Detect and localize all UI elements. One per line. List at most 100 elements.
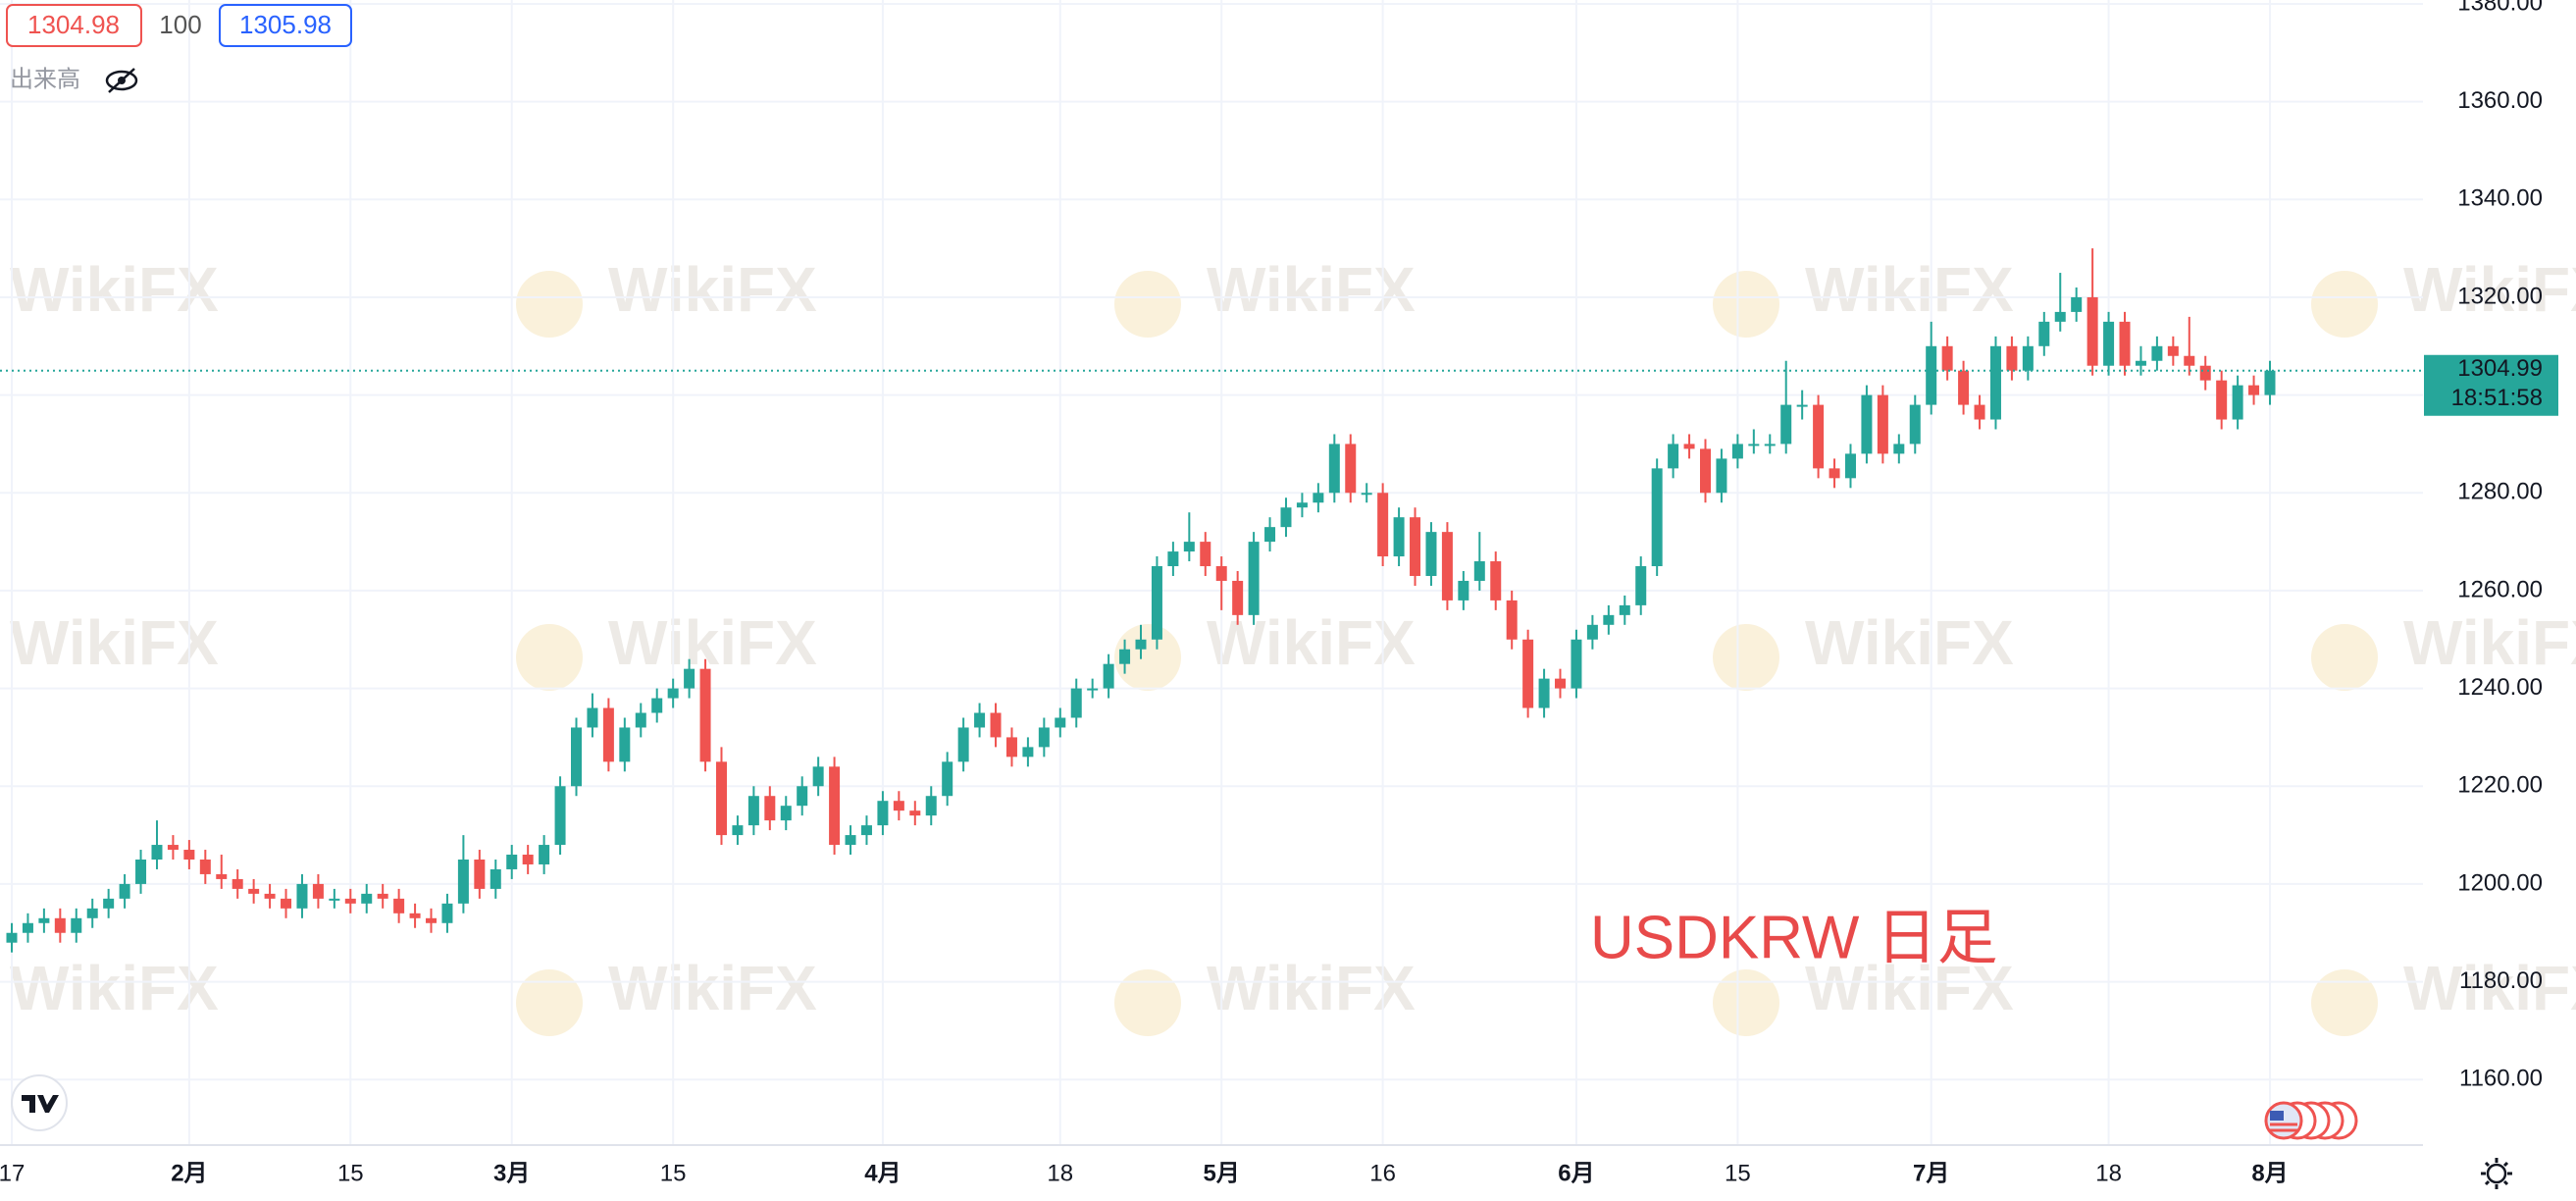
spread: 100 <box>159 10 201 39</box>
candles <box>6 248 2276 953</box>
settings-icon[interactable] <box>2481 1158 2512 1189</box>
y-tick-label: 1280.00 <box>2457 479 2543 505</box>
candle-body <box>909 810 921 816</box>
candle-body <box>232 878 243 889</box>
candle-body <box>199 859 211 874</box>
candle-body <box>2248 385 2260 395</box>
x-tick-label: 16 <box>1369 1160 1396 1186</box>
x-tick-label: 18 <box>1047 1160 1073 1186</box>
candle-body <box>571 727 582 787</box>
candle-body <box>1313 493 1324 503</box>
y-tick-label: 1220.00 <box>2457 772 2543 799</box>
candle-body <box>1700 448 1711 494</box>
candle-body <box>1328 444 1340 494</box>
candle-body <box>1941 345 1953 371</box>
candle-body <box>1441 532 1453 600</box>
candle-body <box>2216 380 2228 420</box>
candle-body <box>1183 542 1195 552</box>
candle-body <box>699 668 711 762</box>
candle-body <box>957 727 969 762</box>
candle-body <box>990 712 1002 738</box>
candle-body <box>732 825 744 836</box>
candle-body <box>2135 360 2146 366</box>
bid-box[interactable] <box>6 4 142 47</box>
x-tick-label: 17 <box>0 1160 25 1186</box>
candle-body <box>312 883 324 899</box>
watermark: WikiFX <box>1805 607 2014 678</box>
candle-body <box>1119 649 1131 664</box>
watermark-logo <box>516 624 583 691</box>
candle-body <box>377 893 388 899</box>
watermark-logo <box>516 271 583 338</box>
watermark-logo <box>2311 624 2378 691</box>
candle-body <box>103 898 115 909</box>
candle-body <box>1716 458 1727 494</box>
candle-body <box>1103 663 1114 689</box>
countdown: 18:51:58 <box>2451 385 2543 411</box>
watermark-logo <box>1713 271 1779 338</box>
candle-body <box>296 883 308 909</box>
y-tick-label: 1320.00 <box>2457 283 2543 309</box>
candle-body <box>1829 468 1840 479</box>
candle-body <box>780 806 792 821</box>
candle-body <box>489 868 501 889</box>
watermark: WikiFX <box>1805 254 2014 325</box>
candle-body <box>715 761 727 836</box>
candle-body <box>38 917 50 923</box>
candle-body <box>1167 551 1179 567</box>
candle-body <box>1909 404 1921 444</box>
x-tick-label: 7月 <box>1913 1160 1949 1186</box>
candle-body <box>2151 345 2163 361</box>
watermark: WikiFX <box>1207 254 1416 325</box>
candle-body <box>797 786 808 807</box>
candle-body <box>1135 639 1147 650</box>
tv-logo[interactable] <box>11 1074 68 1131</box>
candle-body <box>1813 404 1825 469</box>
candle-body <box>1345 444 1357 494</box>
candle-body <box>1264 527 1276 543</box>
candle-body <box>812 766 824 787</box>
y-tick-label: 1180.00 <box>2459 967 2543 994</box>
candle-body <box>1538 678 1550 708</box>
ask-box[interactable] <box>219 4 352 47</box>
candle-body <box>1506 600 1518 640</box>
candle-body <box>942 761 953 797</box>
candle-body <box>2022 345 2034 371</box>
candle-body <box>1844 453 1856 479</box>
candle-body <box>1731 444 1743 459</box>
candle-body <box>506 855 518 869</box>
candle-body <box>1038 727 1050 748</box>
candle-body <box>248 888 260 894</box>
candle-body <box>183 850 195 860</box>
watermark: WikiFX <box>10 953 219 1023</box>
candle-body <box>2232 385 2243 420</box>
candle-body <box>1635 566 1647 605</box>
candle-body <box>587 707 598 728</box>
candle-body <box>1668 444 1679 469</box>
candle-body <box>393 898 405 914</box>
candle-body <box>1473 561 1485 581</box>
candle-body <box>1603 614 1615 625</box>
x-tick-label: 15 <box>337 1160 364 1186</box>
candle-body <box>6 932 18 943</box>
candle-body <box>135 859 147 884</box>
candle-body <box>1974 404 1985 420</box>
candle-body <box>1410 517 1421 576</box>
last-price-label: 1304.99 <box>2457 355 2543 382</box>
event-flags[interactable] <box>2264 1101 2358 1140</box>
watermark: WikiFX <box>10 254 219 325</box>
candle-body <box>1087 688 1099 691</box>
watermark: WikiFX <box>2403 607 2576 678</box>
x-tick-label: 18 <box>2095 1160 2122 1186</box>
candle-body <box>1958 370 1970 405</box>
candle-body <box>1490 561 1502 600</box>
watermark-logo <box>1713 624 1779 691</box>
candle-body <box>2054 311 2066 322</box>
candle-body <box>1393 517 1405 557</box>
candle-body <box>2167 345 2179 356</box>
y-tick-label: 1260.00 <box>2457 576 2543 602</box>
x-tick-label: 15 <box>1725 1160 1751 1186</box>
hide-icon[interactable] <box>105 68 138 93</box>
watermark-logo <box>1114 624 1181 691</box>
candle-body <box>1070 688 1082 718</box>
